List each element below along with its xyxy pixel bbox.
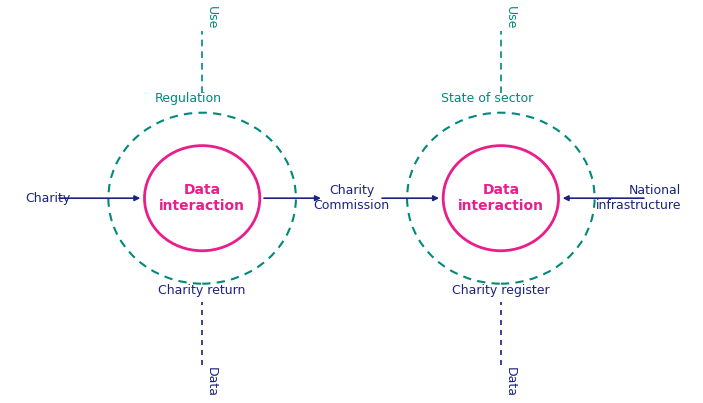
Text: Charity register: Charity register <box>452 284 550 297</box>
Text: National
infrastructure: National infrastructure <box>596 184 681 212</box>
Text: Data
interaction: Data interaction <box>159 183 245 213</box>
Text: Data: Data <box>503 367 517 397</box>
Text: Regulation: Regulation <box>155 92 221 105</box>
Text: Use: Use <box>205 6 218 29</box>
Text: Charity: Charity <box>25 192 70 205</box>
Text: Use: Use <box>503 6 517 29</box>
Text: Charity return: Charity return <box>158 284 246 297</box>
Text: State of sector: State of sector <box>441 92 533 105</box>
Text: Data
interaction: Data interaction <box>458 183 544 213</box>
Text: Data: Data <box>205 367 218 397</box>
Text: Charity
Commission: Charity Commission <box>314 184 389 212</box>
